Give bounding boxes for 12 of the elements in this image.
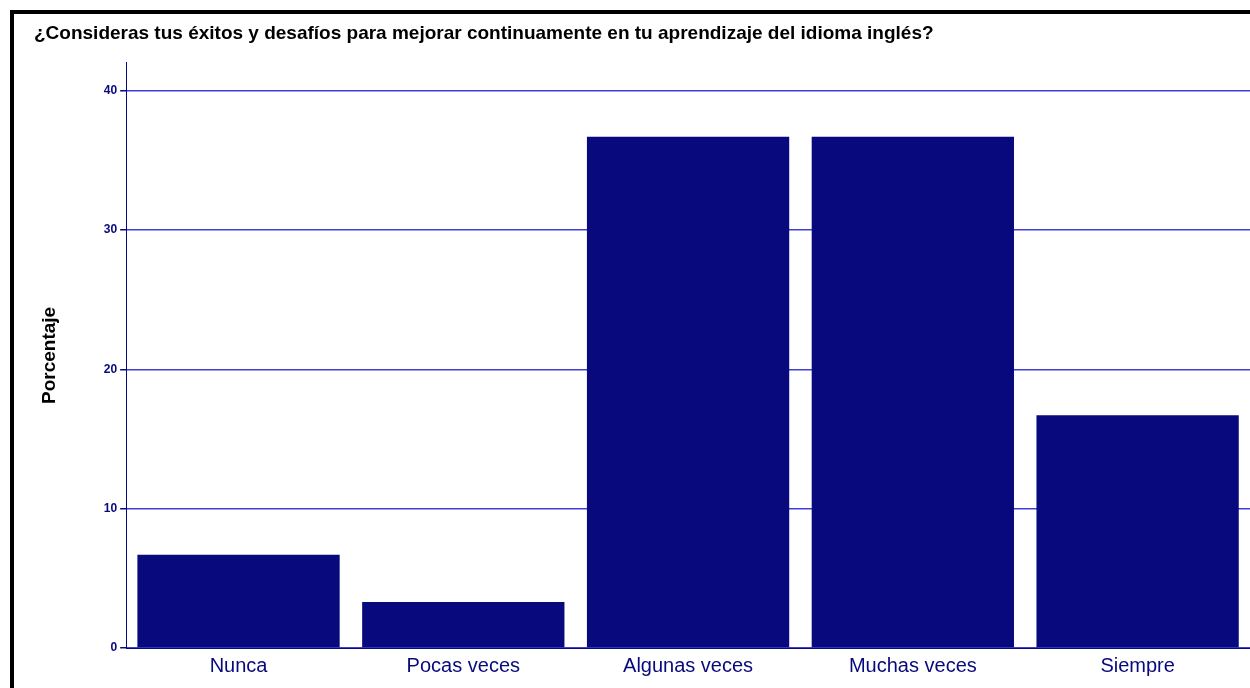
y-tick-label: 10 — [103, 500, 118, 515]
x-tick-label: Nunca — [209, 653, 269, 676]
y-tick-label: 20 — [103, 361, 118, 376]
x-tick-label: Pocas veces — [406, 653, 520, 676]
chart-title: ¿Consideras tus éxitos y desafíos para mejorar continuamente en tu aprendizaje del idioma inglés? — [34, 21, 934, 43]
y-tick-label: 40 — [103, 82, 118, 97]
x-tick-label: Algunas veces — [623, 653, 754, 676]
y-tick-label: 0 — [110, 640, 118, 655]
y-tick-label: 30 — [103, 222, 118, 237]
x-tick-label: Muchas veces — [848, 653, 977, 676]
y-axis-title: Porcentaje — [37, 306, 59, 404]
x-tick-label: Siempre — [1100, 653, 1175, 676]
